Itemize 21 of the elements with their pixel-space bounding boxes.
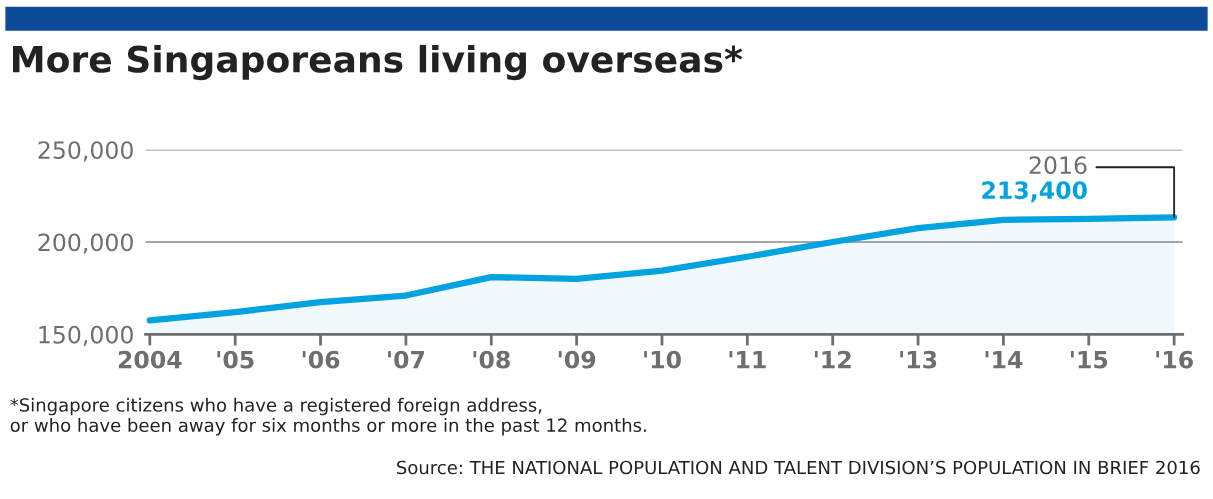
annotation: 213,400 [982,181,1087,203]
y-tick-label: 150,000 [39,325,133,347]
source-note: Source: THE NATIONAL POPULATION AND TALENT DIVISION’S POPULATION IN BRIEF 2016 [397,460,1200,475]
x-tick-label: '13 [900,350,937,369]
x-tick-label: '05 [217,350,254,369]
chart-title: More Singaporeans living overseas* [13,44,743,81]
y-tick-label: 200,000 [38,233,133,254]
x-tick-label: '14 [985,351,1023,369]
x-tick-label: 2004 [118,350,182,369]
annotation: 2016 [1029,156,1087,175]
x-tick-label: '12 [814,350,851,369]
x-tick-label: '07 [388,350,425,369]
x-tick-label: '16 [1156,350,1193,369]
x-tick-label: '09 [558,350,596,369]
text: *Singapore citizens who have a registered foreign address, or who have been away for six months or more in the past 12 months. [10,397,646,436]
x-tick-label: '10 [644,350,681,369]
x-tick-label: '06 [302,350,340,369]
x-tick-label: '08 [473,350,510,369]
x-tick-label: '15 [1070,351,1108,369]
y-tick-label: 250,000 [38,141,133,162]
x-tick-label: '11 [729,351,766,369]
